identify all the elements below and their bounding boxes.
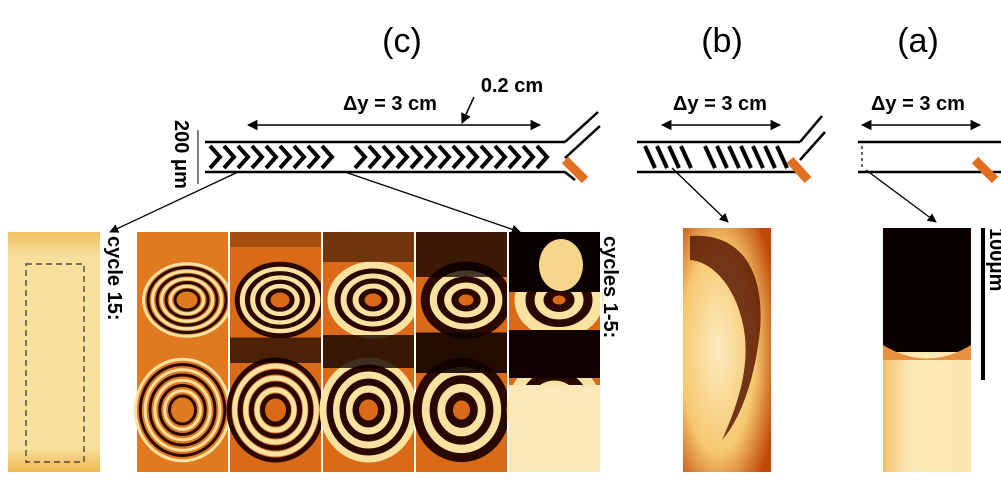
image-a-top	[883, 228, 971, 352]
groove	[645, 146, 655, 168]
chevron	[369, 146, 379, 168]
dark-top	[323, 232, 414, 262]
dark-band	[509, 330, 600, 378]
panel-label: (b)	[701, 22, 743, 60]
chevron	[294, 146, 304, 168]
chevron	[266, 146, 276, 168]
dimension-label: Δy = 3 cm	[673, 93, 767, 115]
panel-label: (a)	[897, 22, 939, 60]
caption: cycle 15:	[103, 236, 125, 321]
blob	[509, 385, 600, 472]
chevron	[308, 146, 318, 168]
herringbone	[210, 146, 787, 168]
chevron	[238, 146, 248, 168]
chevron	[453, 146, 463, 168]
panel-label: (c)	[382, 22, 422, 60]
image-a-bottom	[883, 352, 971, 472]
scale-label: 100μm	[985, 228, 1001, 291]
chevron	[537, 146, 547, 168]
dark-band	[230, 338, 321, 364]
chevron	[509, 146, 519, 168]
groove	[669, 146, 679, 168]
groove	[681, 146, 691, 168]
caption: cycles 1-5:	[599, 236, 621, 338]
groove	[765, 146, 775, 168]
chevron	[322, 146, 332, 168]
chevron	[224, 146, 234, 168]
groove	[705, 146, 715, 168]
image-cycles	[135, 232, 601, 472]
channel-a	[858, 125, 1001, 222]
chevron	[523, 146, 533, 168]
channel-b	[637, 116, 825, 222]
figure: (c) (b) (a) Δy = 3 cm 0.2 cm 200 μm Δy =…	[0, 0, 1001, 484]
groove	[753, 146, 763, 168]
dimension-label: 0.2 cm	[481, 75, 543, 97]
chevron	[411, 146, 421, 168]
groove	[717, 146, 727, 168]
image-cycle-15	[8, 232, 100, 472]
chevron	[397, 146, 407, 168]
groove	[729, 146, 739, 168]
dimension-label: 200 μm	[170, 120, 192, 189]
chevron	[355, 146, 365, 168]
dark-band	[416, 333, 507, 374]
dark-top	[416, 232, 507, 277]
chevron	[425, 146, 435, 168]
dimension-label: Δy = 3 cm	[871, 93, 965, 115]
groove	[777, 146, 787, 168]
groove	[657, 146, 667, 168]
chevron	[280, 146, 290, 168]
chevron	[467, 146, 477, 168]
groove	[741, 146, 751, 168]
chevron	[481, 146, 491, 168]
dark-top	[230, 232, 321, 247]
blob	[539, 239, 583, 291]
chevron	[252, 146, 262, 168]
dimension-label: Δy = 3 cm	[343, 93, 437, 115]
dark-band	[323, 335, 414, 368]
chevron	[439, 146, 449, 168]
chevron	[383, 146, 393, 168]
chevron	[495, 146, 505, 168]
chevron	[210, 146, 220, 168]
